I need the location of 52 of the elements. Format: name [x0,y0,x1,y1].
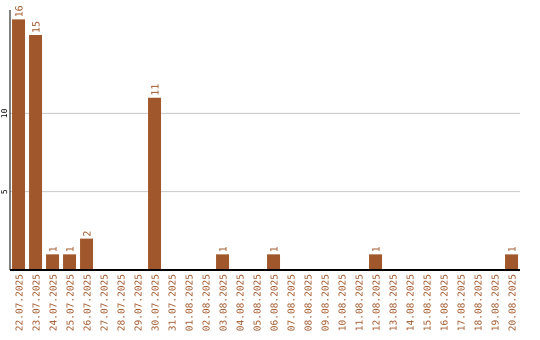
x-tick-label: 09.08.2025 [320,274,332,332]
data-label: 15 [32,21,43,34]
x-tick-label: 29.07.2025 [134,274,144,332]
data-label: 16 [14,5,26,18]
x-tick-label: 17.08.2025 [456,274,468,332]
x-tick-label: 08.08.2025 [304,274,314,332]
data-label: 2 [82,230,94,237]
x-tick-label: 02.08.2025 [202,274,212,332]
x-tick-label: 05.08.2025 [252,274,264,332]
bar [12,19,26,270]
data-label: 1 [270,246,281,252]
bar [80,238,94,270]
data-label: 1 [66,246,77,252]
bar [369,254,382,270]
x-tick-label: 03.08.2025 [218,274,230,332]
x-tick-label: 26.07.2025 [82,274,94,332]
x-tick-label: 15.08.2025 [422,274,434,332]
bar [46,254,60,270]
x-tick-label: 12.08.2025 [372,274,382,332]
bar [267,254,280,270]
x-tick-label: 14.08.2025 [406,274,416,332]
x-tick-label: 20.08.2025 [508,274,518,332]
x-tick-label: 13.08.2025 [388,274,400,332]
bar [148,98,162,270]
x-tick-label: 28.07.2025 [116,274,128,332]
x-tick-label: 06.08.2025 [270,274,280,332]
data-label: 1 [508,246,519,252]
bar [63,254,76,270]
x-tick-label: 11.08.2025 [354,274,366,332]
x-tick-label: 01.08.2025 [184,274,196,332]
x-tick-label: 18.08.2025 [474,274,484,332]
x-tick-label: 25.07.2025 [66,274,76,332]
data-label: 1 [218,246,230,252]
x-tick-label: 19.08.2025 [490,274,502,332]
data-label: 1 [48,246,60,252]
bar [505,254,518,270]
data-label: 1 [372,246,383,252]
bar [216,254,230,270]
x-tick-label: 24.07.2025 [48,274,60,332]
x-tick-label: 07.08.2025 [286,274,298,332]
y-tick-label: 10 [0,108,9,118]
x-tick-label: 31.07.2025 [168,274,178,332]
x-tick-label: 22.07.2025 [14,274,26,332]
bar [29,35,42,270]
x-tick-label: 04.08.2025 [236,274,246,332]
x-tick-label: 16.08.2025 [440,274,450,332]
data-label: 11 [150,84,162,96]
y-tick-label: 5 [0,189,9,194]
x-tick-label: 27.07.2025 [100,274,110,332]
x-tick-label: 30.07.2025 [150,274,162,332]
x-tick-label: 10.08.2025 [338,274,348,332]
x-tick-label: 23.07.2025 [32,274,42,332]
